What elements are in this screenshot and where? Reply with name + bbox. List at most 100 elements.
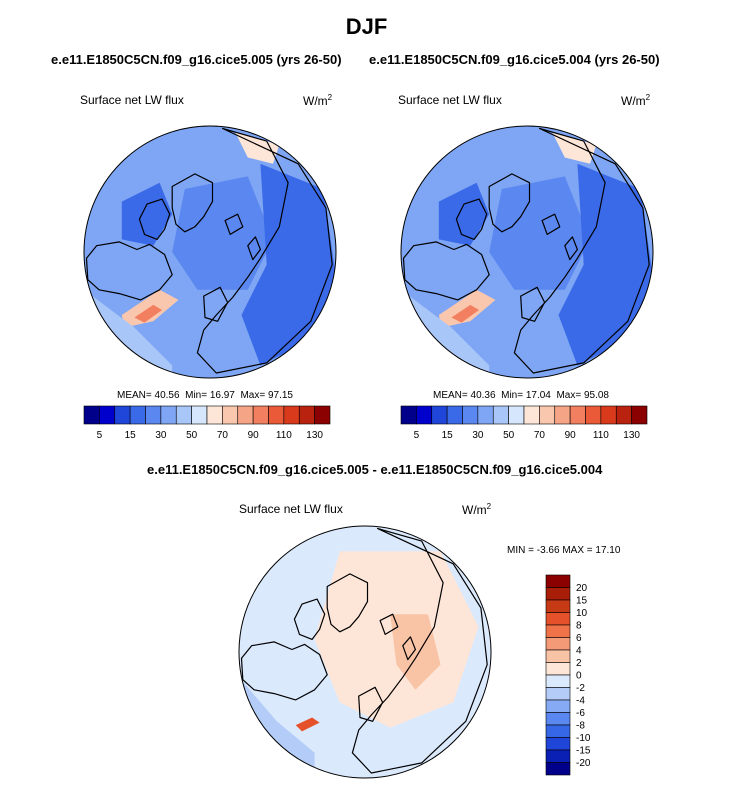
colorbar-swatch — [400, 405, 417, 425]
colorbar-tick-label: 10 — [576, 608, 588, 619]
panel3-units-label: W/m2 — [462, 502, 492, 517]
colorbar-tick-label: -6 — [576, 708, 585, 719]
colorbar-swatch — [545, 699, 571, 713]
colorbar-swatch — [462, 405, 479, 425]
colorbar-panel-1: 5 15 30 50 70 90 110 130 — [83, 405, 331, 441]
colorbar-swatch — [477, 405, 494, 425]
colorbar-swatch — [160, 405, 177, 425]
colorbar-swatch — [631, 405, 648, 425]
colorbar-tick-label: -10 — [576, 733, 591, 744]
colorbar-swatch — [416, 405, 433, 425]
colorbar-tick-label: -15 — [576, 746, 591, 757]
colorbar-tick-label: 110 — [276, 430, 292, 441]
subtitle-left: e.e11.E1850C5CN.f09_g16.cice5.005 (yrs 2… — [51, 52, 342, 67]
map-boundary — [83, 125, 337, 379]
panel2-stats: MEAN= 40.36 Min= 17.04 Max= 95.08 — [433, 390, 609, 401]
coastline-3 — [402, 241, 490, 301]
panel1-variable-label: Surface net LW flux — [80, 93, 184, 107]
coastline-3 — [240, 641, 328, 701]
panel1-min-value: 16.97 — [209, 390, 235, 401]
colorbar-panel-2: 5 15 30 50 70 90 110 130 — [400, 405, 648, 441]
coastline-2 — [138, 198, 171, 240]
panel2-max-value: 95.08 — [583, 390, 609, 401]
colorbar-tick-label: 50 — [186, 430, 198, 441]
colorbar-swatch — [585, 405, 602, 425]
coastline-1 — [326, 573, 369, 633]
colorbar-swatch — [545, 649, 571, 663]
colorbar-swatch — [554, 405, 571, 425]
arctic-ice-field — [172, 176, 273, 290]
colorbar-tick-label: -4 — [576, 696, 585, 707]
colorbar-swatch — [545, 749, 571, 763]
coastline-4 — [196, 127, 333, 374]
colorbar-tick-label: 0 — [576, 671, 582, 682]
panel1-max-value: 97.15 — [267, 390, 293, 401]
map-panel-1 — [83, 125, 337, 379]
canada-cold-field — [438, 182, 490, 246]
colorbar-swatch — [191, 405, 208, 425]
colorbar-tick-label: 15 — [576, 596, 588, 607]
colorbar-swatch — [492, 405, 509, 425]
colorbar-tick-label: 110 — [593, 430, 609, 441]
colorbar-tick-label: 5 — [97, 430, 103, 441]
panel1-stats: MEAN= 40.56 Min= 16.97 Max= 97.15 — [117, 390, 293, 401]
colorbar-swatch — [298, 405, 315, 425]
colorbar-swatch — [615, 405, 632, 425]
subtitle-right: e.e11.E1850C5CN.f09_g16.cice5.004 (yrs 2… — [369, 52, 660, 67]
panel1-max-label: Max= — [240, 390, 266, 401]
colorbar-swatch — [545, 762, 571, 776]
colorbar-swatch — [314, 405, 331, 425]
map-boundary — [238, 525, 492, 779]
map-panel-3 — [238, 525, 492, 779]
colorbar-tick-label: 50 — [503, 430, 515, 441]
panel2-mean-label: MEAN= — [433, 390, 468, 401]
colorbar-swatch — [545, 687, 571, 701]
colorbar-tick-label: 8 — [576, 621, 582, 632]
colorbar-swatch — [545, 624, 571, 638]
eurasia-cold-field — [558, 163, 653, 366]
panel3-variable-label: Surface net LW flux — [239, 502, 343, 516]
colorbar-swatch — [545, 599, 571, 613]
colorbar-tick-label: 130 — [623, 430, 640, 441]
panel3-stats: MIN = -3.66 MAX = 17.10 — [507, 545, 620, 556]
coastline-1 — [488, 173, 531, 233]
colorbar-tick-label: 15 — [125, 430, 137, 441]
colorbar-swatch — [545, 612, 571, 626]
coastline-6 — [402, 636, 416, 661]
coastline-4 — [351, 527, 488, 774]
panel1-mean-label: MEAN= — [117, 390, 152, 401]
arctic-ice-field — [489, 176, 590, 290]
colorbar-swatch — [252, 405, 269, 425]
coastline-6 — [247, 236, 261, 261]
colorbar-tick-label: 90 — [248, 430, 260, 441]
panel1-units-label: W/m2 — [303, 93, 333, 108]
panel1-mean-value: 40.56 — [154, 390, 180, 401]
coastline-3 — [85, 241, 173, 301]
figure-title: DJF — [345, 14, 388, 39]
colorbar-tick-label: 70 — [534, 430, 546, 441]
colorbar-swatch — [114, 405, 131, 425]
coastline-7 — [358, 686, 384, 722]
colorbar-swatch — [431, 405, 448, 425]
map-panel-2 — [400, 125, 654, 379]
panel2-variable-label: Surface net LW flux — [398, 93, 502, 107]
colorbar-tick-label: 30 — [472, 430, 484, 441]
colorbar-swatch — [539, 405, 556, 425]
colorbar-swatch — [545, 574, 571, 588]
colorbar-swatch — [222, 405, 239, 425]
colorbar-tick-label: -8 — [576, 721, 585, 732]
colorbar-swatch — [545, 662, 571, 676]
colorbar-tick-label: 2 — [576, 658, 582, 669]
coastline-7 — [520, 286, 546, 322]
colorbar-swatch — [600, 405, 617, 425]
coastline-5 — [224, 213, 244, 235]
coastline-7 — [203, 286, 229, 322]
colorbar-swatch — [99, 405, 116, 425]
panel2-units-label: W/m2 — [621, 93, 651, 108]
colorbar-swatch — [129, 405, 146, 425]
colorbar-tick-label: 5 — [414, 430, 420, 441]
gulfstream-peak — [134, 304, 163, 323]
coastline-5 — [379, 613, 399, 636]
